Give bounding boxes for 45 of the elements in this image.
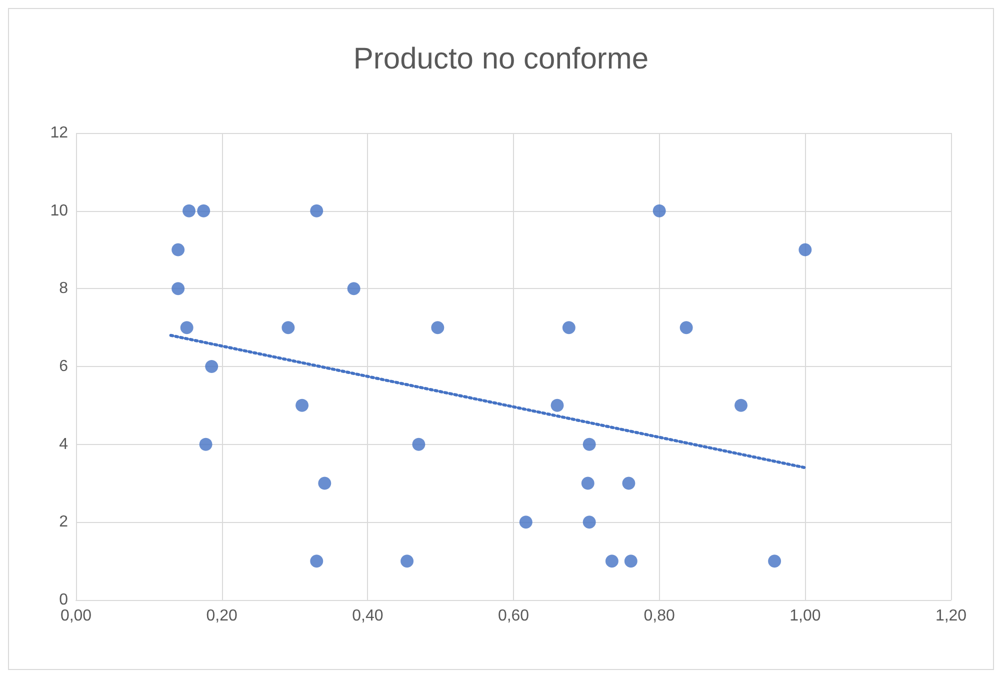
point bbox=[412, 438, 426, 451]
y-tick-label: 0 bbox=[59, 592, 68, 608]
y-tick-label: 2 bbox=[59, 514, 68, 531]
y-tick-label: 10 bbox=[50, 202, 68, 220]
x-tick-label: 0,20 bbox=[206, 608, 238, 624]
y-tick-label: 4 bbox=[59, 436, 68, 453]
point bbox=[550, 398, 564, 412]
point bbox=[431, 321, 444, 334]
point bbox=[296, 398, 309, 412]
point bbox=[172, 243, 185, 256]
point bbox=[622, 476, 636, 490]
y-tick-label: 12 bbox=[50, 124, 68, 142]
point bbox=[768, 554, 782, 568]
y-tick-label: 6 bbox=[59, 358, 68, 375]
point bbox=[519, 516, 532, 529]
point bbox=[624, 554, 638, 568]
x-tick-label: 1,00 bbox=[790, 608, 821, 624]
point bbox=[582, 516, 596, 529]
x-tick-label: 0,40 bbox=[352, 608, 384, 624]
x-tick-label: 1,20 bbox=[935, 608, 967, 624]
y-tick-label: 8 bbox=[59, 280, 68, 298]
x-tick-label: 0,00 bbox=[60, 608, 92, 624]
point bbox=[798, 243, 812, 256]
point bbox=[172, 282, 185, 296]
x-tick-label: 0,60 bbox=[498, 608, 530, 624]
point bbox=[318, 476, 332, 490]
chart-title: Producto no conforme bbox=[353, 42, 649, 76]
point bbox=[680, 321, 693, 334]
point bbox=[581, 476, 594, 490]
point bbox=[347, 282, 360, 296]
point bbox=[282, 321, 295, 334]
point bbox=[605, 554, 618, 568]
point bbox=[310, 204, 324, 218]
point bbox=[180, 321, 194, 334]
point bbox=[734, 398, 748, 412]
point bbox=[562, 321, 576, 334]
x-tick-label: 0,80 bbox=[644, 608, 676, 624]
point bbox=[182, 204, 196, 218]
point bbox=[400, 554, 414, 568]
point bbox=[197, 204, 210, 218]
point bbox=[582, 438, 596, 451]
point bbox=[205, 360, 218, 373]
point bbox=[199, 438, 212, 451]
point bbox=[652, 204, 666, 218]
point bbox=[310, 554, 324, 568]
